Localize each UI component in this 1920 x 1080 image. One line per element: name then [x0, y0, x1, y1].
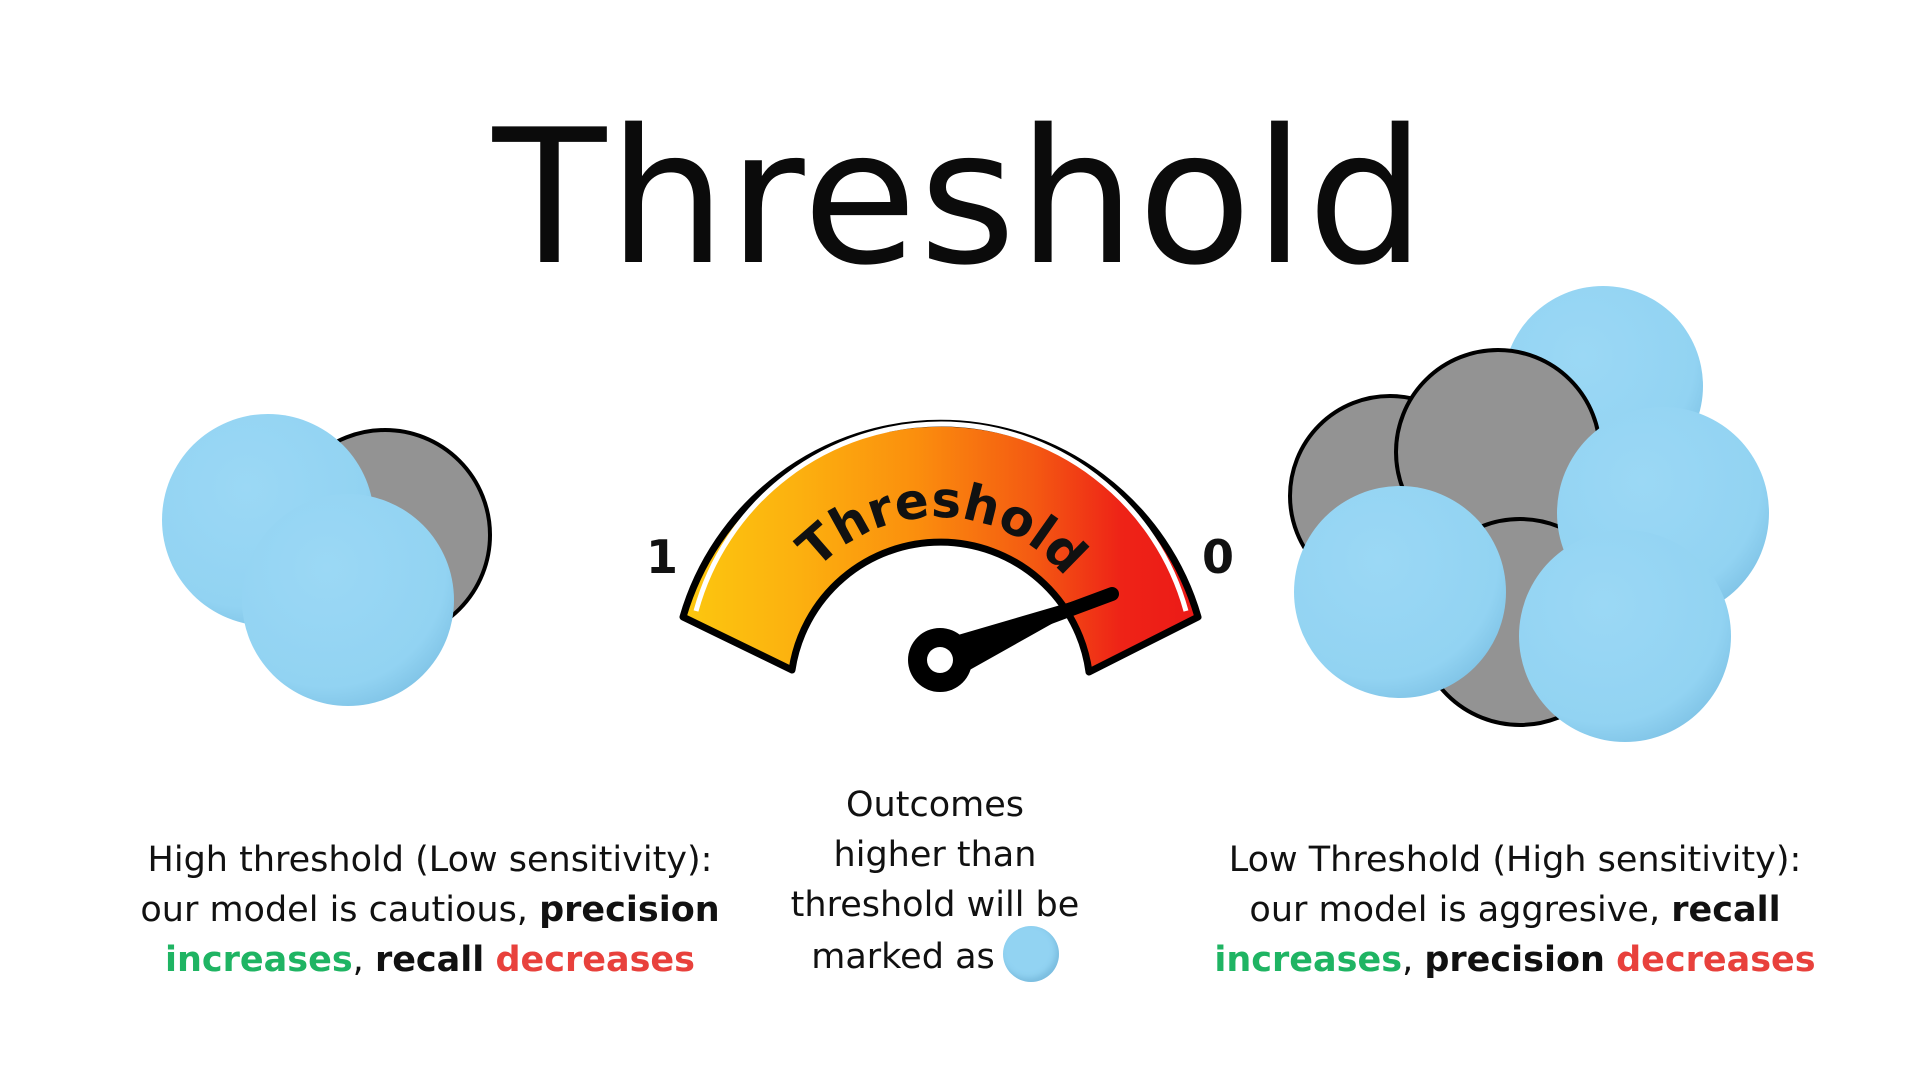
caption-emphasis: recall	[1671, 890, 1781, 930]
gauge-left-value: 1	[646, 530, 678, 584]
caption-emphasis: precision	[1424, 940, 1605, 980]
caption-text: our model is cautious,	[140, 890, 540, 930]
caption-text: our model is aggresive,	[1249, 890, 1672, 930]
caption-line: our model is aggresive, recall	[1195, 885, 1835, 935]
decrease-label: decreases	[495, 940, 695, 980]
left-point-cluster	[162, 414, 492, 706]
threshold-gauge: Threshold 1 0	[646, 419, 1234, 692]
positive-point	[1519, 530, 1731, 742]
caption-line: marked as	[755, 926, 1115, 986]
caption-text: ,	[352, 940, 375, 980]
caption-text	[1605, 940, 1616, 980]
caption-line: increases, recall decreases	[110, 935, 750, 985]
right-point-cluster	[1288, 286, 1769, 742]
increase-label: increases	[164, 940, 353, 980]
low-threshold-caption: Low Threshold (High sensitivity): our mo…	[1195, 835, 1835, 985]
caption-line: Low Threshold (High sensitivity):	[1195, 835, 1835, 885]
caption-emphasis: recall	[374, 940, 485, 980]
high-threshold-caption: High threshold (Low sensitivity): our mo…	[110, 835, 750, 985]
decrease-label: decreases	[1616, 940, 1816, 980]
increase-label: increases	[1214, 940, 1403, 980]
positive-point-icon	[1002, 926, 1059, 982]
caption-text: High threshold (Low sensitivity):	[147, 840, 713, 880]
gauge-right-value: 0	[1202, 530, 1234, 584]
caption-line: our model is cautious, precision	[110, 885, 750, 935]
caption-line: higher than	[833, 835, 1037, 875]
caption-line: increases, precision decreases	[1195, 935, 1835, 985]
outcome-caption: Outcomes higher than threshold will be m…	[755, 780, 1115, 986]
caption-emphasis: precision	[539, 890, 720, 930]
caption-line: threshold will be	[790, 885, 1080, 925]
caption-line: High threshold (Low sensitivity):	[110, 835, 750, 885]
caption-text	[484, 940, 495, 980]
positive-point	[1294, 486, 1506, 698]
caption-line: Outcomes	[846, 785, 1024, 825]
page-title: Threshold	[492, 89, 1428, 306]
caption-text: ,	[1402, 940, 1425, 980]
positive-point	[242, 494, 454, 706]
caption-text: Low Threshold (High sensitivity):	[1228, 840, 1802, 880]
caption-text: marked as	[811, 937, 995, 977]
